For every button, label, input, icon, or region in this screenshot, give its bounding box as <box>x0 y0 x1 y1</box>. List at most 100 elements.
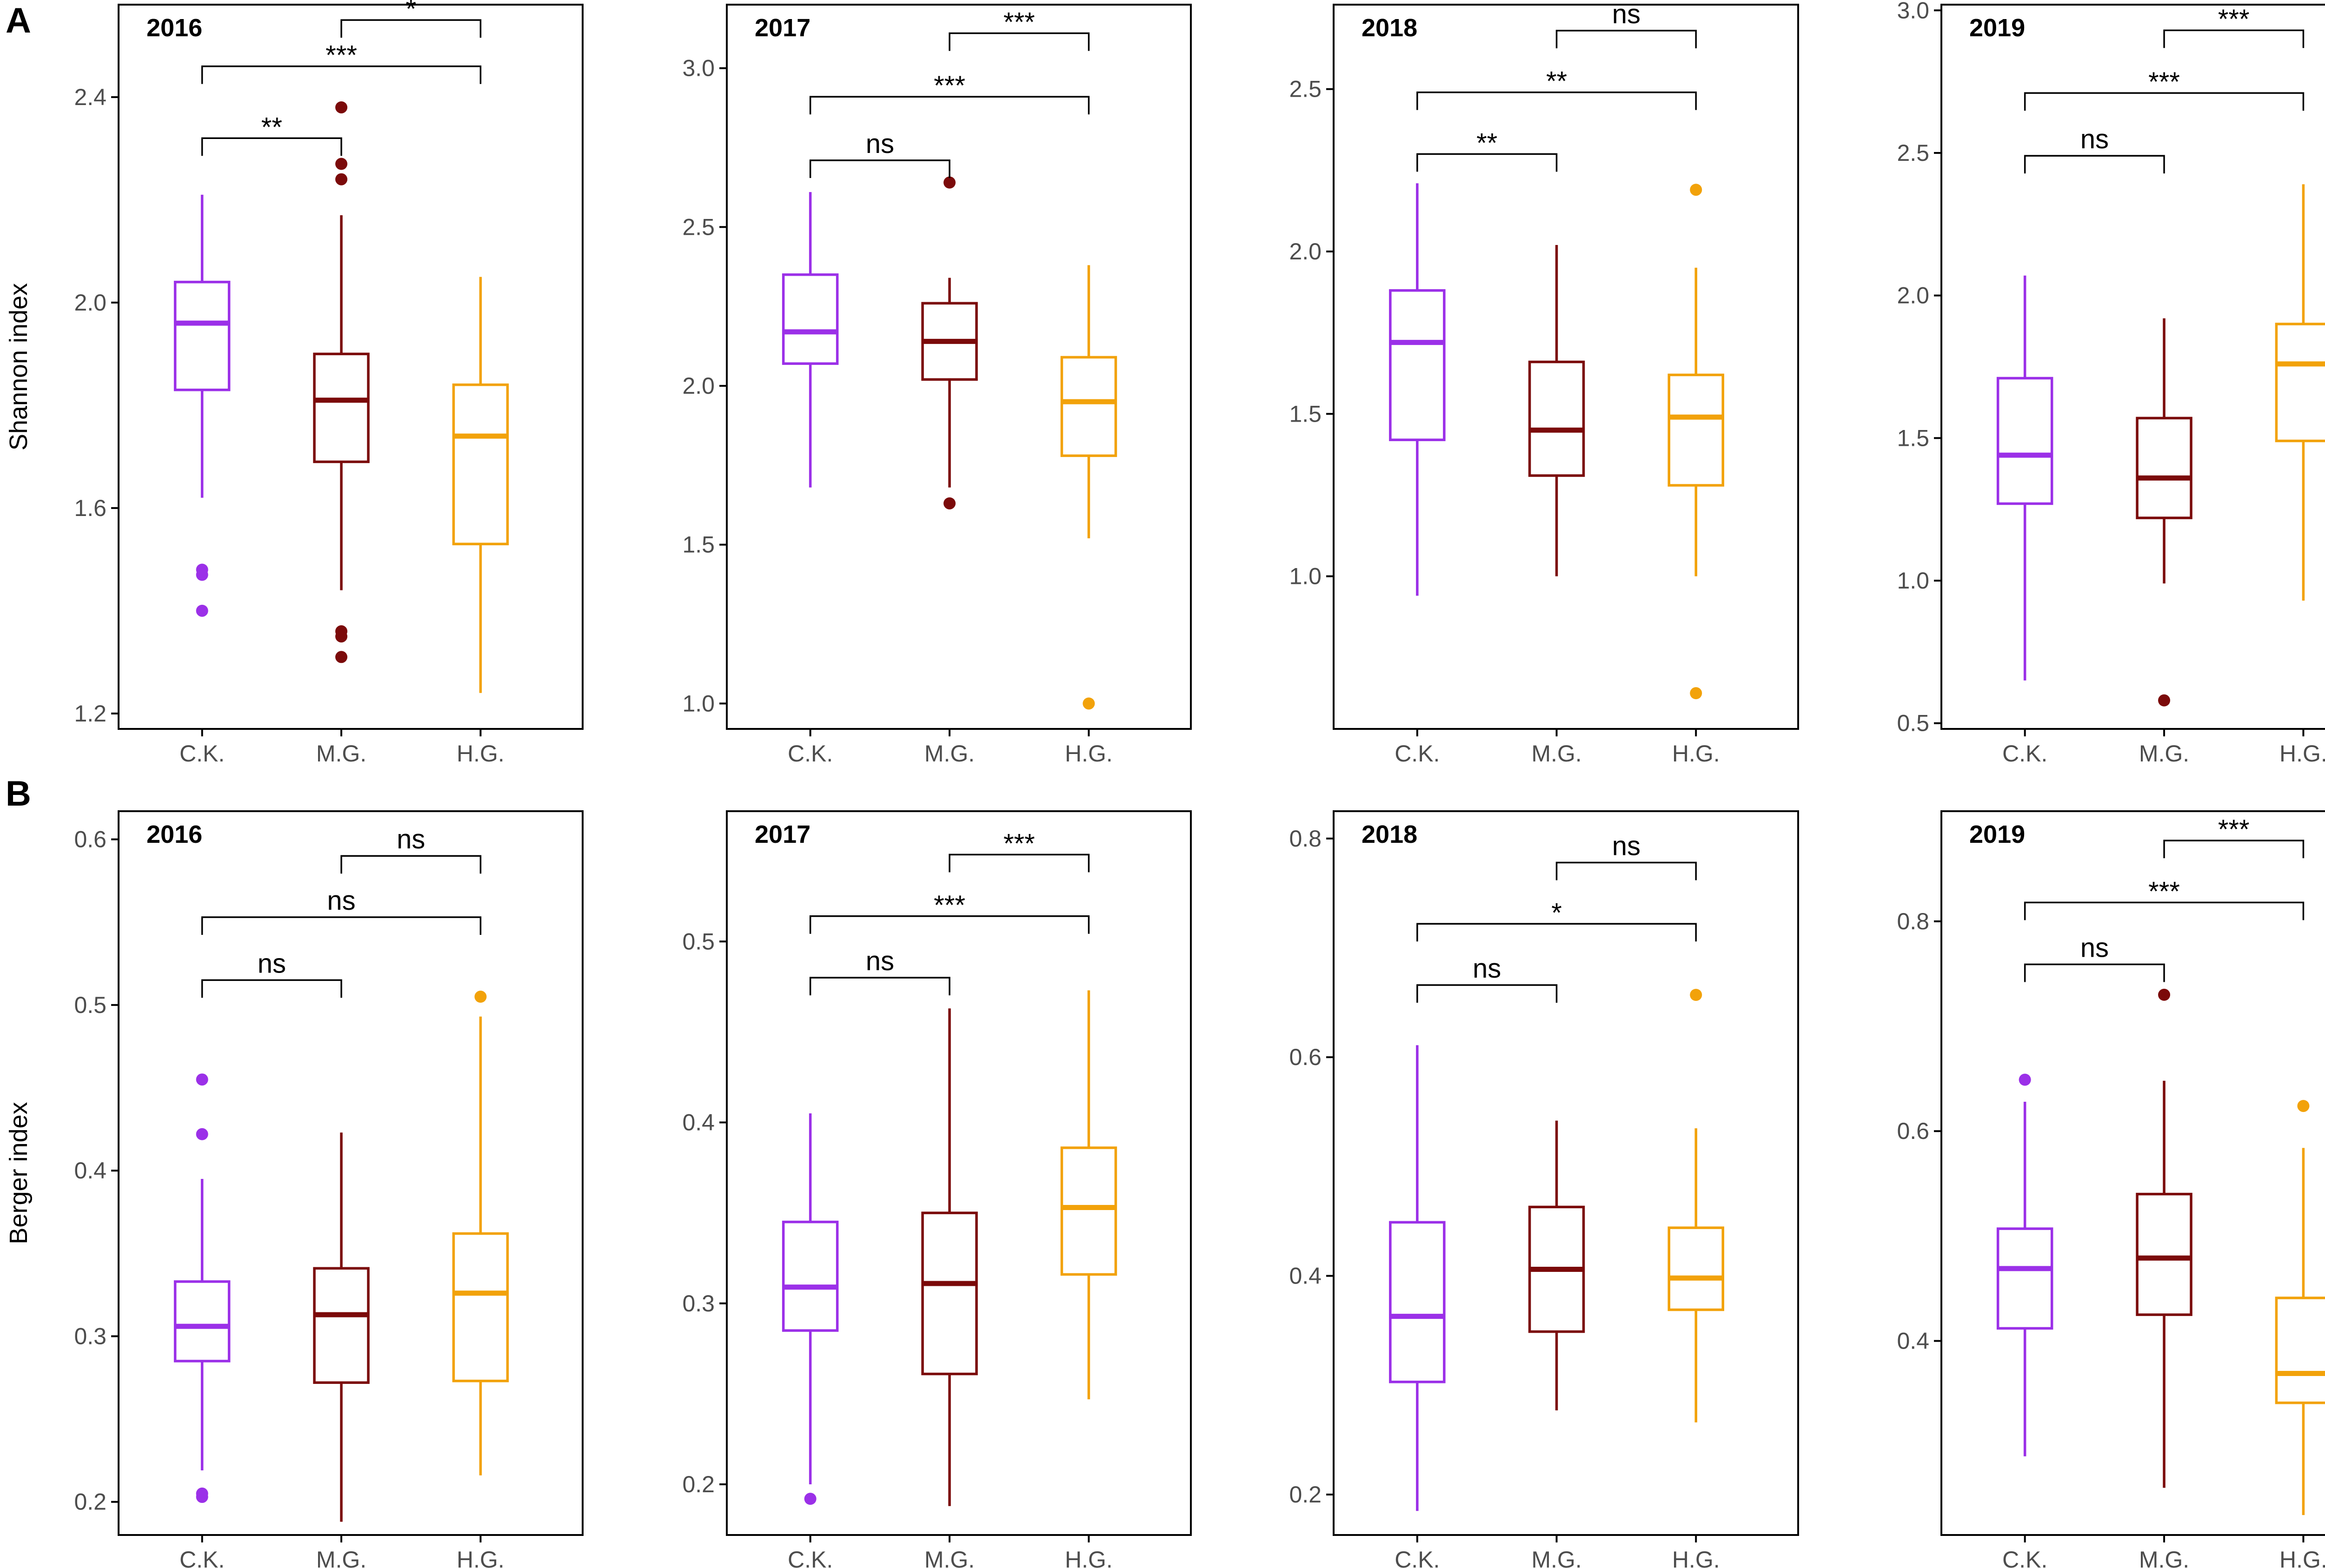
bracket-line <box>340 19 482 38</box>
panel-year-label: 2017 <box>755 14 810 42</box>
box-ck <box>173 1073 231 1503</box>
bracket-line <box>2024 155 2165 174</box>
panel-A-2017: 1.0 1.5 2.0 2.5 3.0 C.K. M.G. H.G. 2017 *** *** ns <box>682 4 1192 767</box>
significance-label: *** <box>934 890 965 920</box>
y-tick-label: 0.2 <box>682 1471 715 1497</box>
outlier-point <box>2297 1100 2310 1112</box>
outlier-point <box>335 101 348 113</box>
y-tick-label: 0.4 <box>682 1110 715 1136</box>
iqr-box <box>921 1211 978 1376</box>
significance-label: ns <box>397 824 425 854</box>
iqr-box <box>173 280 231 391</box>
y-tick-label: 0.6 <box>1897 1118 1929 1144</box>
y-tick-label: 1.0 <box>1897 568 1929 594</box>
outlier-point <box>335 173 348 185</box>
outlier-point <box>335 630 348 643</box>
significance-bracket: ns <box>201 886 482 935</box>
significance-label: *** <box>2218 814 2250 845</box>
iqr-box <box>313 352 370 463</box>
significance-bracket: *** <box>2024 876 2305 920</box>
outlier-point <box>196 604 208 617</box>
y-tick-label: 1.5 <box>1289 401 1322 427</box>
significance-bracket: ns <box>340 824 482 874</box>
box-ck <box>1996 1073 2053 1456</box>
panel-frame <box>1940 810 2325 1536</box>
box-mg <box>313 1132 370 1522</box>
iqr-box <box>1060 1146 1117 1276</box>
iqr-box <box>1060 356 1117 457</box>
bracket-line <box>949 853 1090 873</box>
panel-year-label: 2018 <box>1362 14 1417 42</box>
bracket-line <box>1416 923 1697 942</box>
x-tick-label: M.G. <box>2139 741 2189 767</box>
panel-A-2019: 0.5 1.0 1.5 2.0 2.5 3.0 C.K. M.G. H.G. 2019 *** ***… <box>1897 0 2325 767</box>
x-tick-label: M.G. <box>2139 1547 2189 1568</box>
panel-letter-A: A <box>6 1 31 40</box>
y-tick-label: 1.0 <box>682 690 715 716</box>
bracket-line <box>2163 840 2305 859</box>
significance-label: ns <box>866 946 894 976</box>
panel-year-label: 2018 <box>1362 820 1417 848</box>
bracket-line <box>201 65 482 84</box>
y-tick-label: 0.3 <box>682 1290 715 1317</box>
bracket-line <box>201 137 342 156</box>
x-tick-label: H.G. <box>1065 741 1113 767</box>
panel-frame <box>1333 810 1799 1536</box>
box-mg <box>2136 318 2192 707</box>
iqr-box <box>1667 373 1724 487</box>
iqr-box <box>313 1267 370 1384</box>
significance-label: ** <box>261 112 282 142</box>
box-hg <box>1667 989 1724 1422</box>
outlier-point <box>2158 694 2171 707</box>
y-tick-label: 1.5 <box>1897 425 1929 451</box>
box-hg <box>1060 265 1117 710</box>
outlier-point <box>1690 184 1702 196</box>
panel-frame <box>1940 4 2325 730</box>
significance-bracket: *** <box>2024 67 2305 111</box>
panel-frame <box>726 4 1192 730</box>
y-tick-label: 1.2 <box>74 701 106 727</box>
bracket-line <box>809 159 950 178</box>
bracket-line <box>1416 91 1697 110</box>
panel-year-label: 2017 <box>755 820 810 848</box>
significance-bracket: ns <box>201 948 342 998</box>
significance-bracket: * <box>1416 898 1697 942</box>
significance-bracket: ns <box>1555 0 1697 48</box>
bracket-line <box>2024 92 2305 111</box>
panel-B-2018: 0.2 0.4 0.6 0.8 C.K. M.G. H.G. 2018 ns * ns <box>1289 810 1799 1568</box>
significance-label: *** <box>934 71 965 101</box>
y-tick-label: 0.4 <box>74 1158 106 1184</box>
box-mg <box>921 1008 978 1506</box>
x-tick-label: C.K. <box>179 741 225 767</box>
y-tick-label: 2.5 <box>1289 76 1322 102</box>
significance-label: *** <box>326 40 357 71</box>
y-tick-label: 0.2 <box>74 1489 106 1515</box>
box-ck <box>173 194 231 617</box>
x-tick-label: C.K. <box>2002 1547 2047 1568</box>
significance-label: *** <box>2148 876 2180 906</box>
significance-bracket: * <box>340 0 482 38</box>
y-tick-label: 1.6 <box>74 495 106 521</box>
panel-frame <box>726 810 1192 1536</box>
significance-label: * <box>1551 898 1562 928</box>
panel-frame <box>1333 4 1799 730</box>
y-tick-label: 0.4 <box>1289 1263 1322 1289</box>
box-mg <box>2136 988 2192 1488</box>
box-ck <box>1389 1045 1446 1511</box>
panel-B-2016: 0.2 0.3 0.4 0.5 0.6 C.K. M.G. H.G. 2016 ns ns ns <box>74 810 584 1568</box>
y-tick-label: 2.0 <box>1289 238 1322 265</box>
significance-bracket: *** <box>2163 814 2305 859</box>
outlier-point <box>1690 687 1702 700</box>
panel-year-label: 2016 <box>146 14 202 42</box>
y-tick-label: 0.8 <box>1897 908 1929 934</box>
significance-bracket: ns <box>809 946 950 996</box>
box-mg <box>1528 245 1585 576</box>
significance-label: *** <box>1003 7 1035 38</box>
y-tick-label: 2.4 <box>74 84 106 110</box>
significance-label: *** <box>1003 828 1035 859</box>
box-hg <box>452 991 509 1475</box>
y-tick-label: 3.0 <box>1897 0 1929 23</box>
significance-label: ns <box>2080 124 2109 154</box>
box-ck <box>1389 183 1446 596</box>
